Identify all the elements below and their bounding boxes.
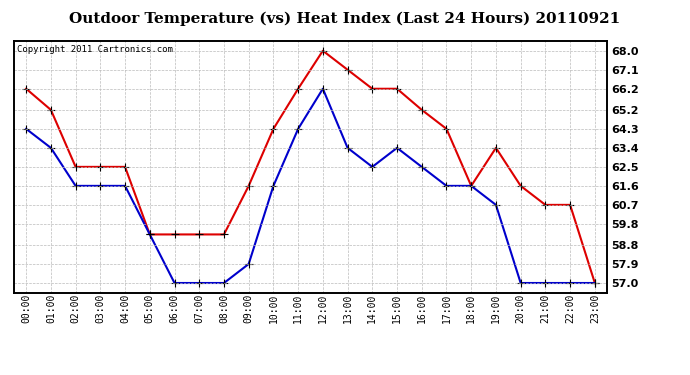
Text: Outdoor Temperature (vs) Heat Index (Last 24 Hours) 20110921: Outdoor Temperature (vs) Heat Index (Las… [70,11,620,26]
Text: Copyright 2011 Cartronics.com: Copyright 2011 Cartronics.com [17,45,172,54]
